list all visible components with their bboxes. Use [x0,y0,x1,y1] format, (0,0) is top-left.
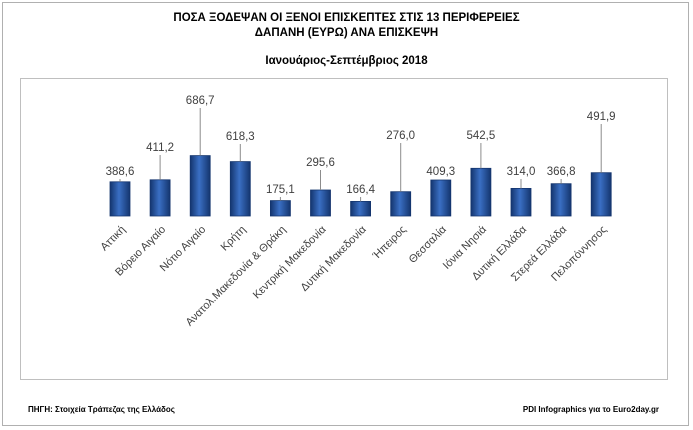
bar [590,172,612,217]
credit-note: PDI Infographics για το Euro2day.gr [522,405,659,414]
data-label: 618,3 [226,131,255,143]
category-label: Αττική [98,224,128,254]
data-label: 295,6 [306,157,335,169]
bar [109,181,131,217]
data-label: 409,3 [426,166,455,178]
bar [229,161,251,217]
category-label: Ήπειρος [370,224,409,263]
data-label: 686,7 [186,95,215,107]
data-label: 366,8 [547,166,576,178]
bar [350,200,372,217]
data-label: 175,1 [266,184,295,196]
bar [149,179,171,217]
data-label: 388,6 [106,166,135,178]
data-label: 491,9 [587,111,616,123]
data-label: 276,0 [386,130,415,142]
bar [310,189,331,217]
data-label: 314,0 [507,166,536,178]
category-label: Κρήτη [219,224,249,254]
chart-title-line2: ΔΑΠΑΝΗ (ΕΥΡΩ) ΑΝΑ ΕΠΙΣΚΕΨΗ [254,27,439,39]
bar [430,179,452,217]
bar [470,167,492,217]
data-label: 411,2 [146,142,174,154]
bar [510,187,532,217]
data-label: 542,5 [467,130,496,142]
plot-area [20,78,668,380]
chart-subtitle: Ιανουάριος-Σεπτέμβριος 2018 [265,55,428,67]
bar [550,183,572,217]
bar [390,191,412,217]
source-note: ΠΗΓΗ: Στοιχεία Τράπεζας της Ελλάδος [28,405,175,414]
category-label: Κεντρική Μακεδονία [251,223,329,301]
bar [189,155,211,217]
bar [269,200,291,217]
data-label: 166,4 [346,184,375,196]
chart-title: ΠΟΣΑ ΞΟΔΕΨΑΝ ΟΙ ΞΕΝΟΙ ΕΠΙΣΚΕΠΤΕΣ ΣΤΙΣ 13… [173,12,520,24]
category-label: Θεσσαλία [407,223,450,266]
